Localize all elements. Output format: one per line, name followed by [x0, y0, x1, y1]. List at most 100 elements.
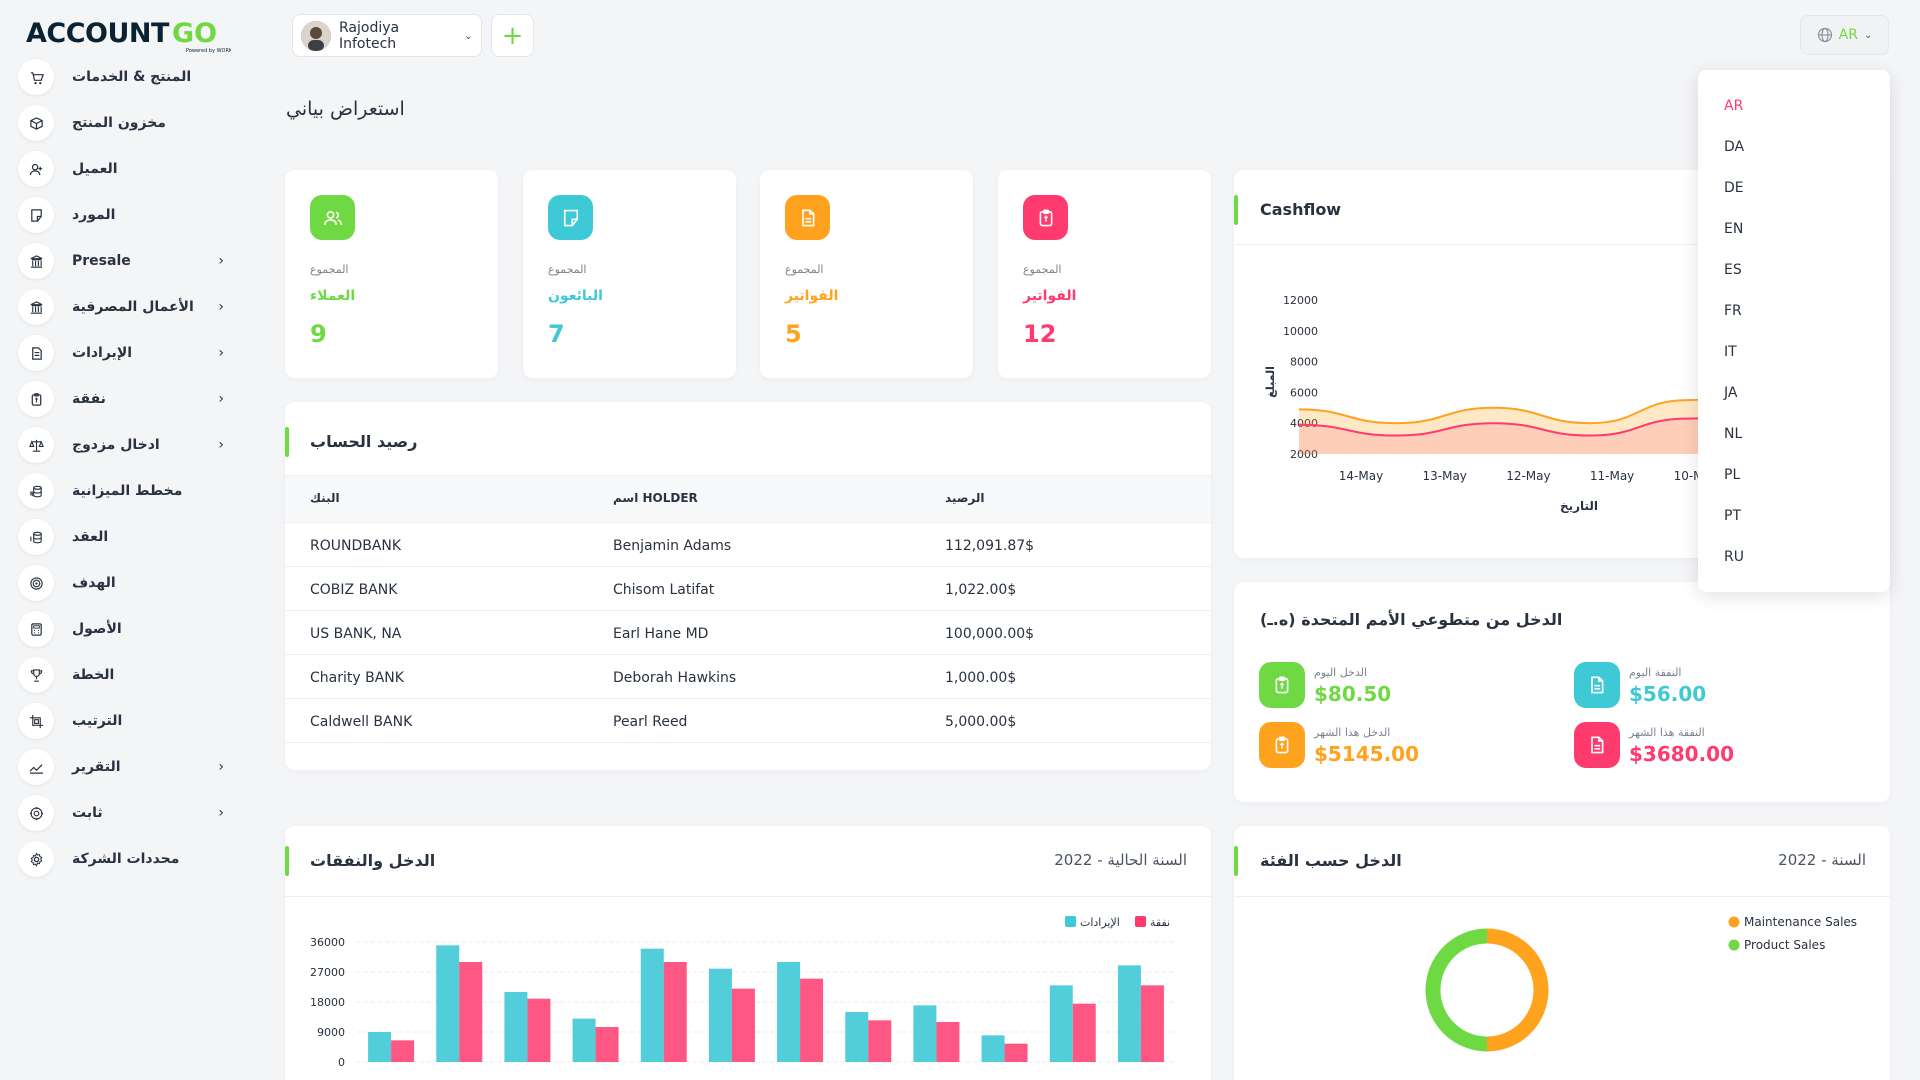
sidebar-item-12[interactable]: الهدف: [18, 561, 230, 605]
sidebar-item-label: الخطة: [72, 667, 115, 683]
chevron-right-icon: ›: [218, 759, 224, 775]
sidebar-item-7[interactable]: الإيرادات ›: [18, 331, 230, 375]
y-tick-label: 9000: [317, 1026, 345, 1039]
logo[interactable]: ACCOUNT GO Powered by WORKDO: [26, 14, 240, 56]
table-row[interactable]: Charity BANK Deborah Hawkins 1,000.00$: [285, 655, 1211, 699]
sidebar-item-1[interactable]: المنتج & الخدمات: [18, 55, 230, 99]
sidebar-item-16[interactable]: التقرير ›: [18, 745, 230, 789]
clipboard-icon: [31, 392, 41, 406]
language-switcher[interactable]: AR ⌄: [1800, 15, 1889, 55]
sidebar-item-label: العقد: [72, 529, 109, 545]
language-option-ar[interactable]: AR: [1724, 98, 1744, 114]
income-stat: النفقة هذا الشهر $3680.00: [1574, 722, 1854, 770]
language-option-de[interactable]: DE: [1724, 180, 1744, 196]
sidebar-item-18[interactable]: محددات الشركة: [18, 837, 230, 881]
sidebar-item-label: الترتيب: [72, 713, 123, 729]
y-tick-label: 6000: [1290, 386, 1318, 399]
language-option-pt[interactable]: PT: [1724, 508, 1741, 524]
stat-card-3[interactable]: المجموع الفواتير 5: [760, 170, 973, 378]
income-category-period: السنة - 2022: [1778, 851, 1866, 869]
column-header-bank: البنك: [310, 491, 340, 505]
cell-bank: US BANK, NA: [310, 626, 402, 642]
sidebar-item-15[interactable]: الترتيب: [18, 699, 230, 743]
language-option-nl[interactable]: NL: [1724, 426, 1743, 442]
page-title: استعراض بياني: [286, 98, 405, 120]
stat-card-1[interactable]: المجموع العملاء 9: [285, 170, 498, 378]
target-icon: [29, 576, 43, 590]
income-summary-title: الدخل من متطوعي الأمم المتحدة (ه.ـ): [1260, 610, 1563, 629]
stat-card-2[interactable]: المجموع البائعون 7: [523, 170, 736, 378]
language-option-it[interactable]: IT: [1724, 344, 1737, 360]
language-option-ja[interactable]: JA: [1724, 385, 1738, 401]
sidebar-item-3[interactable]: العميل: [18, 147, 230, 191]
sidebar-icon-wrap: [18, 243, 54, 279]
users-icon: [323, 210, 342, 225]
table-row[interactable]: ROUNDBANK Benjamin Adams 112,091.87$: [285, 523, 1211, 567]
stat-card-4[interactable]: المجموع الفواتير 12: [998, 170, 1211, 378]
legend-label: Maintenance Sales: [1744, 915, 1857, 929]
box-icon: [29, 116, 43, 130]
sidebar-item-6[interactable]: الأعمال المصرفية ›: [18, 285, 230, 329]
receipt-icon: [31, 346, 42, 360]
income-stat-icon: [1574, 662, 1620, 708]
sidebar-item-17[interactable]: ثابت ›: [18, 791, 230, 835]
sidebar-item-4[interactable]: المورد: [18, 193, 230, 237]
language-option-da[interactable]: DA: [1724, 139, 1745, 155]
table-row[interactable]: Caldwell BANK Pearl Reed 5,000.00$: [285, 699, 1211, 743]
sidebar-item-2[interactable]: مخزون المنتج: [18, 101, 230, 145]
card-accent: [1234, 195, 1238, 225]
sidebar-item-13[interactable]: الأصول: [18, 607, 230, 651]
stat-icon-wrap: [1023, 195, 1068, 240]
bar-expense-6: [731, 988, 755, 1062]
add-button[interactable]: +: [491, 14, 534, 57]
settings-icon: [29, 806, 43, 820]
sidebar-item-10[interactable]: مخطط الميزانية: [18, 469, 230, 513]
stat-icon-wrap: [548, 195, 593, 240]
company-switcher[interactable]: Rajodiya Infotech ⌄: [292, 14, 482, 57]
sidebar-item-5[interactable]: Presale ›: [18, 239, 230, 283]
chevron-right-icon: ›: [218, 391, 224, 407]
account-balance-card: رصيد الحساب البنك اسم HOLDER الرصيد ROUN…: [285, 402, 1211, 770]
income-category-title: الدخل حسب الفئة: [1260, 851, 1402, 870]
bar-income-8: [845, 1012, 869, 1062]
language-option-pl[interactable]: PL: [1724, 467, 1741, 483]
sidebar-item-11[interactable]: العقد: [18, 515, 230, 559]
stat-label: العملاء: [310, 288, 356, 304]
donut-slice-2: [1425, 928, 1488, 1052]
bar-expense-3: [527, 998, 551, 1062]
bar-expense-4: [595, 1027, 619, 1062]
table-row[interactable]: US BANK, NA Earl Hane MD 100,000.00$: [285, 611, 1211, 655]
language-option-en[interactable]: EN: [1724, 221, 1744, 237]
chevron-right-icon: ›: [218, 805, 224, 821]
bar-income-11: [1049, 985, 1073, 1062]
sidebar-item-8[interactable]: نفقة ›: [18, 377, 230, 421]
stat-label: الفواتير: [1023, 288, 1077, 304]
legend-swatch: [1135, 916, 1146, 927]
stat-total-label: المجموع: [785, 263, 824, 276]
sidebar-item-label: مخزون المنتج: [72, 115, 166, 131]
income-expense-title: الدخل والنفقات: [310, 851, 436, 870]
table-row[interactable]: COBIZ BANK Chisom Latifat 1,022.00$: [285, 567, 1211, 611]
sidebar-icon-wrap: [18, 703, 54, 739]
stat-total-label: المجموع: [548, 263, 587, 276]
chevron-right-icon: ›: [218, 437, 224, 453]
bar-expense-8: [868, 1020, 892, 1062]
sidebar-item-label: العميل: [72, 161, 118, 177]
cashflow-title: Cashflow: [1260, 200, 1342, 219]
sidebar-icon-wrap: [18, 151, 54, 187]
sidebar-item-14[interactable]: الخطة: [18, 653, 230, 697]
user-plus-icon: [29, 163, 42, 175]
crop-icon: [29, 714, 43, 728]
language-option-ru[interactable]: RU: [1724, 549, 1744, 565]
sidebar-item-9[interactable]: ادخال مزدوج ›: [18, 423, 230, 467]
language-option-es[interactable]: ES: [1724, 262, 1742, 278]
logo-text: ACCOUNT: [26, 18, 170, 49]
sidebar-item-label: ادخال مزدوج: [72, 437, 160, 453]
cell-holder: Earl Hane MD: [613, 626, 709, 642]
language-option-fr[interactable]: FR: [1724, 303, 1742, 319]
stat-value: 12: [1023, 320, 1057, 348]
income-stat: النفقة اليوم $56.00: [1574, 662, 1854, 710]
cell-balance: 1,022.00$: [945, 582, 1017, 598]
trophy-icon: [30, 668, 42, 682]
x-tick-label: 12-May: [1506, 469, 1550, 483]
